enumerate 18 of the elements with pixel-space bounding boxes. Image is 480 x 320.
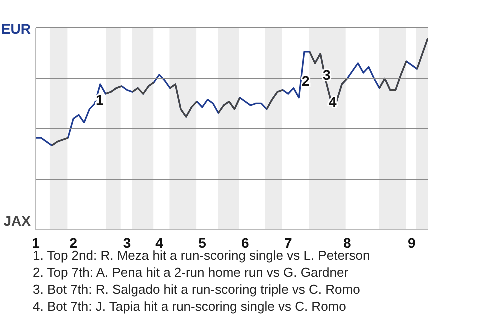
- text: 1. Top 2nd: R. Meza hit a run-scoring single vs L. Peterson: [33, 248, 370, 264]
- annotation: 2: [302, 73, 310, 89]
- x-tick-label: 4: [156, 234, 164, 251]
- x-tick-label: 2: [70, 234, 78, 251]
- x-tick-label: 9: [408, 234, 416, 251]
- x-tick-label: 8: [344, 234, 352, 251]
- x-tick-label: 3: [123, 234, 132, 251]
- text: JAX: [4, 213, 32, 229]
- text: 2. Top 7th: A. Pena hit a 2-run home run vs G. Gardner: [33, 264, 350, 281]
- x-tick-label: 7: [284, 234, 292, 251]
- text: 4. Bot 7th: J. Tapia hit a run-scoring single vs C. Romo: [33, 298, 348, 315]
- x-tick-label: 1: [32, 234, 40, 251]
- x-tick-label: 5: [198, 234, 207, 251]
- x-tick-label: 6: [242, 234, 250, 251]
- annotation: 1: [96, 92, 104, 108]
- text: 3. Bot 7th: R. Salgado hit a run-scoring triple vs C. Romo: [33, 281, 362, 298]
- text: EUR: [1, 21, 31, 37]
- annotation: 3: [323, 67, 331, 83]
